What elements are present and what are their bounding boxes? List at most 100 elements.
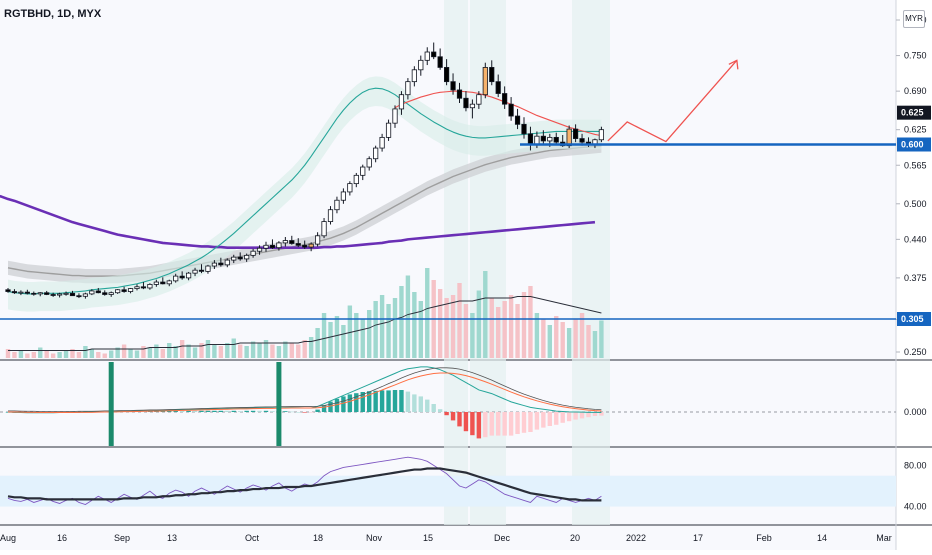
candle-body (269, 244, 276, 249)
volume-bar (360, 319, 365, 358)
candle-body (540, 135, 546, 142)
candle (250, 248, 256, 258)
candle (224, 258, 230, 268)
macd-histogram-bar (444, 412, 449, 416)
candle-body (385, 122, 392, 138)
candle (44, 290, 50, 296)
macd-histogram-bar (405, 391, 411, 412)
candle (276, 241, 282, 251)
candle (82, 292, 88, 299)
volume-bar (96, 352, 101, 358)
candle-body (198, 269, 205, 272)
candle (379, 133, 385, 152)
volume-bar (199, 343, 204, 358)
candle-body (31, 292, 37, 295)
candle-body (566, 128, 572, 147)
macd-histogram-bar (218, 410, 224, 412)
price-tick-label: 0.440 (904, 234, 927, 244)
candle-body (495, 81, 501, 94)
volume-bar (302, 340, 307, 358)
volume-bar (425, 268, 430, 358)
highlight-zone-0 (444, 0, 468, 525)
volume-bar (418, 301, 423, 358)
candle (437, 48, 443, 70)
candle (482, 62, 488, 99)
candle (198, 264, 205, 274)
time-axis-label: 13 (167, 533, 177, 543)
candle (450, 73, 456, 95)
macd-signal-bar (108, 362, 114, 446)
volume-bar (5, 349, 11, 358)
volume-bar (541, 319, 546, 358)
volume-bar (257, 343, 262, 358)
candle (192, 267, 198, 277)
ema-slow-line (394, 90, 602, 137)
volume-bar (102, 353, 107, 358)
macd-histogram-bar (547, 412, 552, 426)
macd-histogram-bar (437, 409, 443, 412)
volume-bar (476, 290, 482, 358)
candle-body (579, 138, 585, 143)
candle (385, 119, 392, 141)
volume-bar (192, 347, 198, 358)
macd-histogram-bar (341, 396, 346, 412)
candle-body (24, 291, 30, 294)
volume-bar (308, 337, 314, 358)
candle (598, 126, 605, 143)
macd-histogram-bar (425, 399, 430, 412)
candle (353, 172, 359, 188)
macd-histogram-bar (244, 410, 249, 412)
volume-bar (470, 313, 475, 358)
rsi-band (0, 475, 896, 507)
candle-body (282, 240, 288, 244)
candle (263, 241, 269, 252)
candle-body (573, 128, 579, 139)
time-axis-label: Dec (494, 533, 511, 543)
macd-histogram-bar (263, 410, 269, 412)
candle-body (140, 286, 147, 289)
currency-badge[interactable]: MYR (903, 10, 925, 28)
candle (115, 289, 121, 294)
candle-body (553, 136, 559, 143)
volume-bar (496, 307, 501, 358)
candle (302, 240, 308, 249)
candle (573, 124, 579, 143)
candle-body (166, 280, 172, 285)
candle-body (502, 93, 508, 105)
candle (295, 238, 301, 248)
volume-line-price-label-bg (897, 312, 931, 326)
candle-body (366, 158, 372, 168)
volume-bar (134, 350, 140, 358)
candle (102, 290, 108, 296)
candle (553, 132, 559, 145)
candle-body (102, 292, 108, 295)
time-axis-label: 16 (57, 533, 67, 543)
candle-body (340, 191, 347, 201)
macd-histogram-bar (418, 396, 423, 412)
candle (502, 86, 508, 109)
macd-histogram-bar (321, 405, 327, 412)
candle (160, 277, 166, 285)
last-price-label-bg (897, 105, 931, 120)
volume-bar (354, 313, 359, 358)
time-axis-label: Aug (0, 533, 16, 543)
volume-bar (25, 353, 30, 358)
macd-histogram-bar (283, 411, 288, 412)
candle (424, 47, 430, 66)
candle-body (63, 292, 69, 295)
candle (185, 271, 192, 281)
volume-bar (315, 328, 320, 358)
candle-body (476, 94, 482, 105)
macd-signal-line (8, 372, 602, 414)
volume-bar (18, 350, 24, 358)
candle-body (57, 293, 63, 296)
candle-body (392, 108, 398, 124)
macd-histogram-bar (205, 410, 211, 412)
candle-body (308, 243, 314, 248)
macd-histogram-bar (496, 412, 501, 436)
macd-histogram-bar (167, 410, 172, 412)
candle-body (160, 281, 166, 285)
macd-slow-line (8, 367, 602, 412)
candle-body (463, 97, 469, 109)
